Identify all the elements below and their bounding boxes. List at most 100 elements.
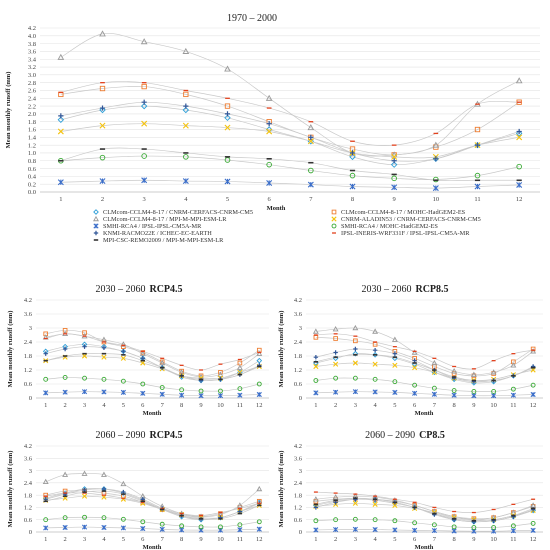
series-line <box>60 147 520 182</box>
asterisk-marker <box>516 181 523 188</box>
data-point <box>101 524 107 531</box>
diamond-marker <box>93 209 99 215</box>
x-tick-label: 9 <box>199 402 202 409</box>
triangle-marker <box>451 368 458 374</box>
data-point <box>412 390 418 396</box>
series-line <box>45 329 260 377</box>
y-tick-label: 0.6 <box>24 381 33 388</box>
asterisk-marker <box>391 184 398 191</box>
data-point <box>392 351 398 356</box>
x-tick-label: 1 <box>44 536 47 543</box>
data-point <box>224 114 231 122</box>
data-point <box>237 386 243 392</box>
series-line <box>315 333 534 370</box>
x-axis-label: Month <box>143 410 162 417</box>
x-tick-label: 4 <box>102 536 106 543</box>
data-point <box>332 494 339 500</box>
asterisk-marker <box>392 389 398 395</box>
data-point <box>256 526 262 532</box>
series-triangle <box>312 324 537 377</box>
asterisk-marker <box>179 527 185 533</box>
data-point <box>218 524 223 530</box>
data-point <box>218 370 223 375</box>
asterisk-marker <box>81 524 88 530</box>
asterisk-marker <box>392 527 398 533</box>
circle-marker <box>491 389 497 394</box>
y-tick-label: 1.2 <box>28 142 36 149</box>
data-point <box>432 185 439 192</box>
data-point <box>372 361 378 367</box>
data-point <box>372 347 378 353</box>
data-point <box>412 382 418 388</box>
data-point <box>101 515 107 521</box>
circle-marker <box>101 515 107 521</box>
data-point <box>81 524 88 530</box>
series-line <box>313 333 536 370</box>
y-tick-label: 2.4 <box>24 339 33 346</box>
legend-label: SMHI-RCA4 / IPSL-IPSL-CM5A-MR <box>103 223 202 230</box>
x-marker <box>372 501 378 507</box>
data-point <box>392 362 398 368</box>
diamond-marker <box>256 357 263 364</box>
asterisk-marker <box>491 393 497 399</box>
series-line <box>315 354 534 382</box>
circle-marker <box>183 154 189 160</box>
data-point <box>140 38 148 45</box>
plus-marker <box>313 505 319 510</box>
data-point <box>353 338 358 344</box>
data-point <box>307 138 314 145</box>
series-circle <box>58 153 522 183</box>
series-star <box>43 389 262 399</box>
square-marker <box>218 370 223 375</box>
data-point <box>58 113 64 119</box>
diamond-marker <box>349 153 356 161</box>
y-tick-label: 1.8 <box>294 492 302 499</box>
circle-marker <box>352 375 358 381</box>
data-point <box>120 378 126 384</box>
data-point <box>159 391 165 397</box>
data-point <box>224 65 231 72</box>
data-point <box>510 528 516 534</box>
x-axis-label: Month <box>415 410 434 417</box>
circle-marker <box>159 521 165 527</box>
data-point <box>510 509 517 515</box>
data-point <box>332 326 339 332</box>
data-point <box>140 525 146 532</box>
series-star <box>313 389 536 399</box>
asterisk-marker <box>333 389 339 395</box>
data-point <box>352 389 358 395</box>
triangle-marker <box>352 324 359 331</box>
square-marker <box>43 492 49 498</box>
data-point <box>43 390 49 396</box>
x-tick-label: 12 <box>256 536 263 543</box>
plus-marker <box>474 142 481 148</box>
asterisk-marker <box>474 183 481 190</box>
chart-title: 2060 – 2090 RCP4.5 <box>95 430 182 441</box>
circle-marker <box>198 524 204 530</box>
series-x <box>43 493 262 521</box>
data-point <box>313 378 319 383</box>
asterisk-marker <box>307 181 314 188</box>
data-point <box>352 375 358 381</box>
series-line <box>60 101 520 162</box>
series-dash <box>313 354 536 382</box>
legend-label: CLMcom-CCLM4-8-17 / MOHC-HadGEM2-ES <box>341 209 466 216</box>
data-point <box>451 524 457 530</box>
series-line <box>313 491 536 514</box>
y-tick-label: 0.6 <box>28 166 37 173</box>
asterisk-marker <box>237 527 243 533</box>
data-point <box>57 128 64 135</box>
plus-marker <box>433 156 439 162</box>
y-tick-label: 0.6 <box>24 517 33 524</box>
data-point <box>62 346 68 352</box>
data-point <box>313 363 319 370</box>
x-tick-label: 5 <box>393 536 396 543</box>
y-tick-label: 0.0 <box>28 189 36 196</box>
legend-item: MPI-CSC-REMO2009 / MPI-M-MPI-ESM-LR <box>93 237 224 244</box>
y-tick-label: 3.6 <box>28 49 37 56</box>
plus-marker <box>516 128 522 135</box>
circle-marker <box>349 172 356 179</box>
legend-label: CLMcom-CCLM4-8-17 / CNRM-CERFACS-CNRM-CM… <box>103 209 253 216</box>
asterisk-marker <box>198 393 204 399</box>
x-tick-label: 10 <box>433 196 440 203</box>
